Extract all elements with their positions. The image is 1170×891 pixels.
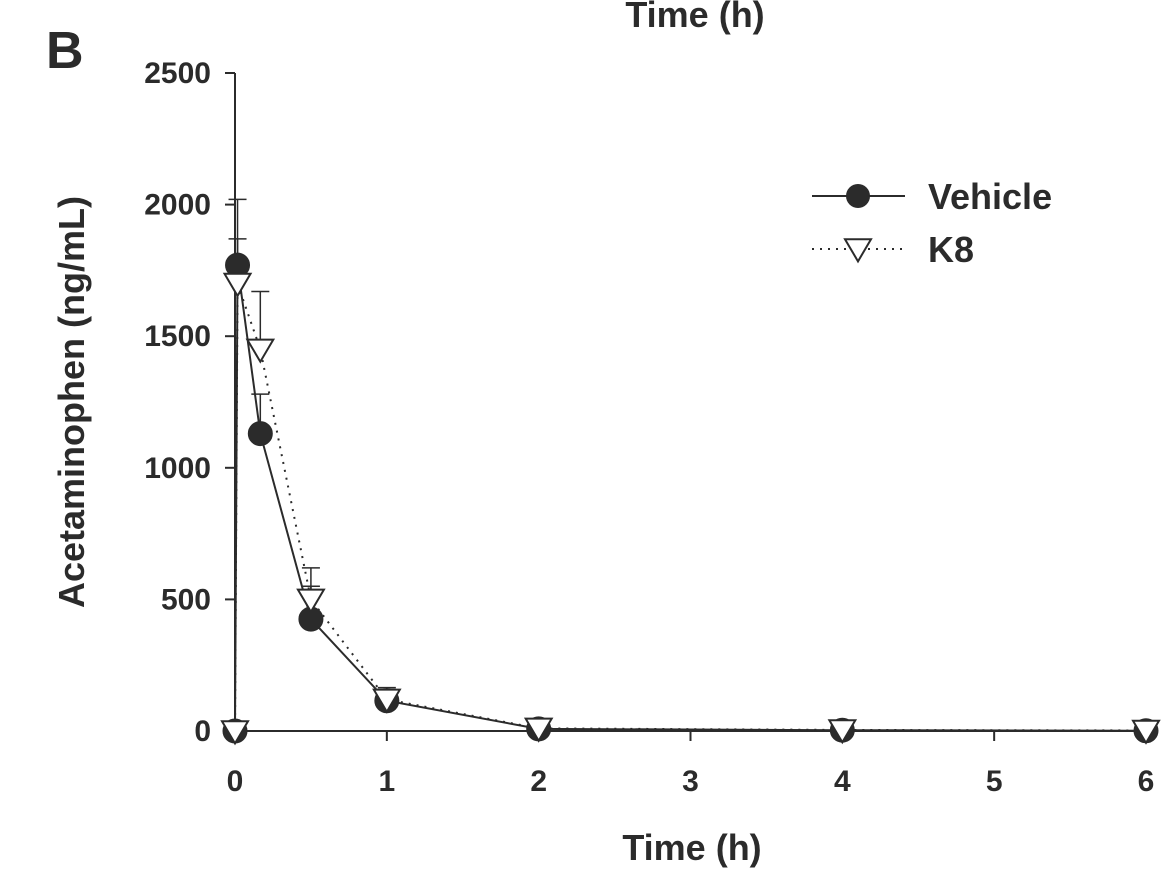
top-cropped-label: Time (h) bbox=[625, 0, 764, 35]
data-point-k8 bbox=[245, 338, 276, 364]
x-tick-label: 1 bbox=[378, 765, 395, 798]
x-tick-label: 5 bbox=[986, 765, 1003, 798]
series-layer bbox=[228, 198, 1147, 732]
x-tick-label: 0 bbox=[227, 765, 244, 798]
x-axis-label: Time (h) bbox=[622, 827, 761, 868]
data-point-k8 bbox=[296, 588, 326, 614]
axes: 0 500 1000 1500 2000 2500 0 1 2 3 4 5 6 bbox=[144, 57, 1154, 798]
series-line-k8 bbox=[234, 283, 1147, 732]
data-point-k8 bbox=[222, 272, 253, 298]
data-point-k8 bbox=[523, 717, 554, 743]
data-point-k8 bbox=[372, 688, 402, 714]
legend-label-k8: K8 bbox=[928, 229, 974, 270]
panel-label: B bbox=[46, 22, 84, 80]
y-tick-label: 0 bbox=[194, 715, 211, 748]
legend-label-vehicle: Vehicle bbox=[928, 176, 1052, 217]
data-point-k8 bbox=[220, 720, 250, 746]
x-tick-label: 3 bbox=[682, 765, 699, 798]
x-tick-label: 4 bbox=[834, 765, 851, 798]
series-line-vehicle bbox=[234, 265, 1147, 732]
y-tick-label: 1500 bbox=[144, 320, 211, 353]
x-tick-label: 6 bbox=[1138, 765, 1155, 798]
data-point-vehicle bbox=[247, 421, 273, 447]
data-point-k8 bbox=[1131, 719, 1161, 745]
y-tick-label: 500 bbox=[161, 583, 211, 616]
legend-marker-vehicle bbox=[846, 184, 870, 208]
marker-layer bbox=[220, 252, 1161, 746]
legend: Vehicle K8 bbox=[812, 176, 1052, 270]
legend-marker-k8 bbox=[843, 238, 873, 264]
x-tick-label: 2 bbox=[530, 765, 547, 798]
y-tick-label: 2000 bbox=[144, 189, 211, 222]
data-point-k8 bbox=[827, 719, 858, 745]
y-axis-label: Acetaminophen (ng/mL) bbox=[51, 196, 92, 608]
y-tick-label: 1000 bbox=[144, 452, 211, 485]
y-tick-label: 2500 bbox=[144, 57, 211, 90]
